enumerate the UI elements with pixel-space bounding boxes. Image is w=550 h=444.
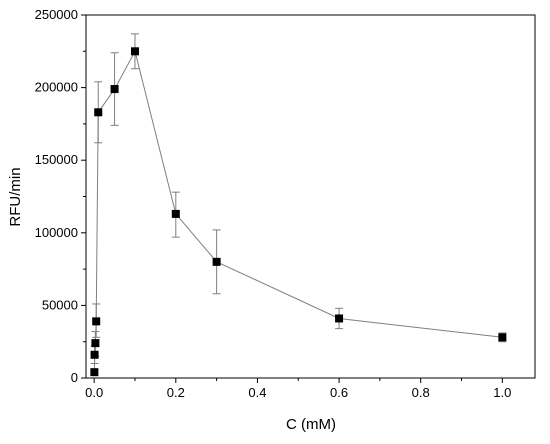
x-tick-label: 1.0 [493,385,511,400]
y-tick-label: 0 [71,370,78,385]
series-line [93,49,503,373]
x-axis-title: C (mM) [286,416,336,433]
data-point [130,47,139,56]
x-tick-label: 0.6 [330,385,348,400]
data-point [498,333,507,342]
x-tick-label: 0.8 [412,385,430,400]
data-point [92,317,101,326]
plot-frame [85,14,536,379]
y-tick-label: 100000 [35,225,78,240]
y-tick-label: 250000 [35,7,78,22]
axes: 0 50000 100000 150000 200000 250000 0.0 0.2 0.4 0… [35,7,536,400]
data-point [212,257,221,266]
data-point [110,85,119,94]
x-tick-label: 0.2 [167,385,185,400]
series-group [90,33,507,377]
x-tick-label: 0.4 [248,385,266,400]
data-point [171,209,180,218]
x-tick-label: 0.0 [85,385,103,400]
y-axis-title: RFU/min [7,167,24,226]
y-tick-label: 150000 [35,152,78,167]
data-point [335,314,344,323]
data-point [91,339,100,348]
data-point [90,350,99,359]
y-tick-label: 50000 [42,297,78,312]
data-point [90,368,99,377]
data-point [94,108,103,117]
y-tick-label: 200000 [35,80,78,95]
